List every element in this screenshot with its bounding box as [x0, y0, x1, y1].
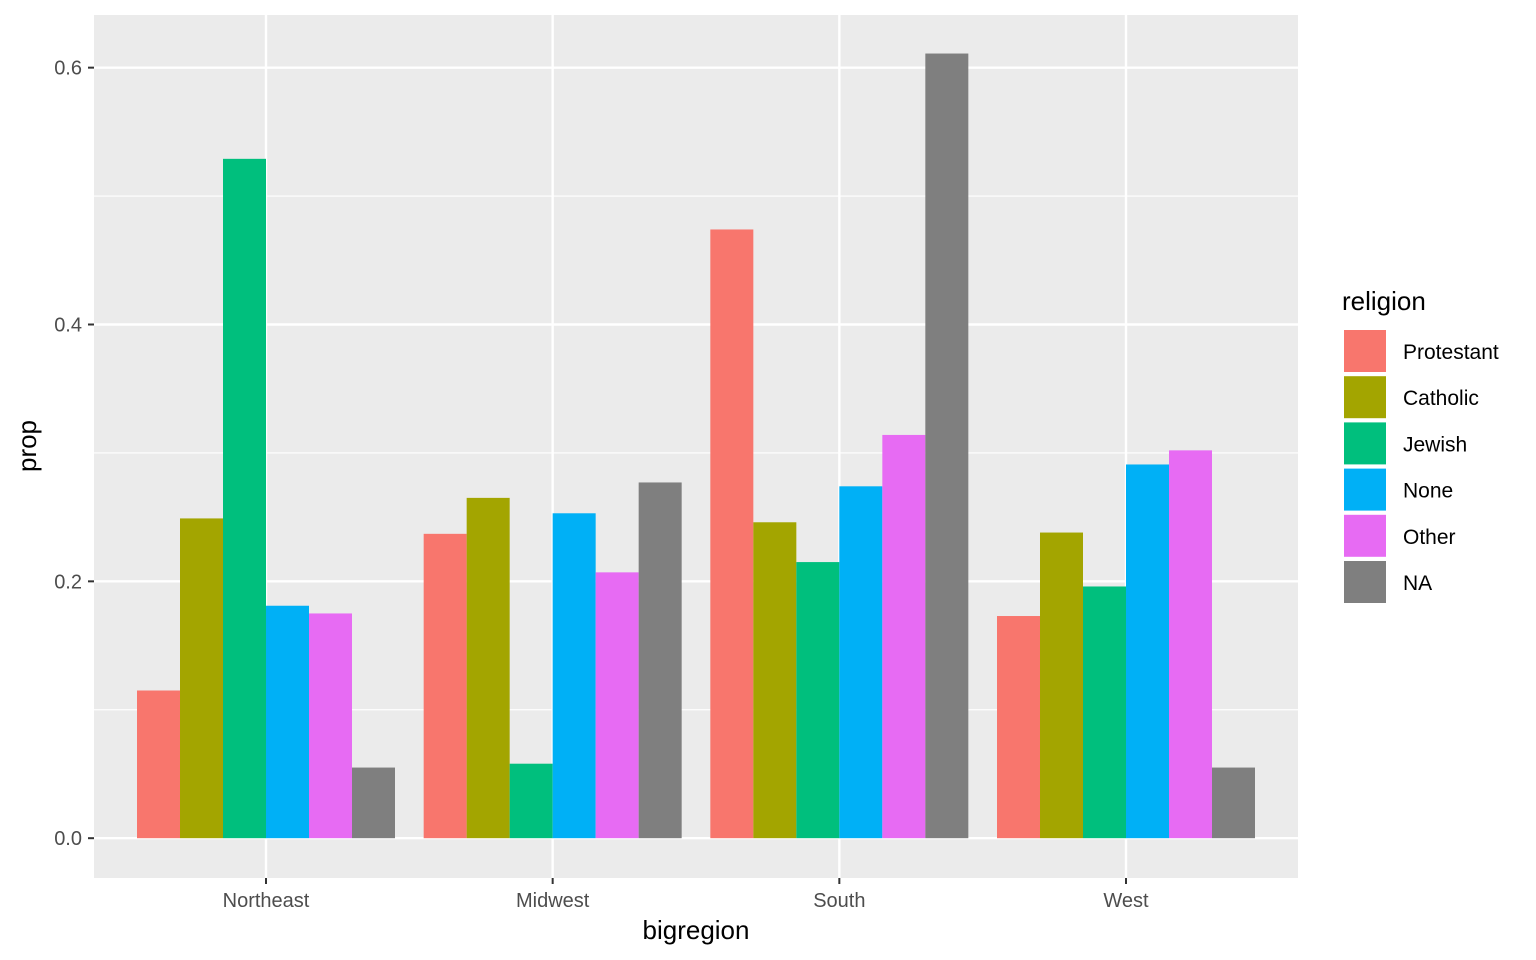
bar-jewish-south: [796, 562, 840, 839]
bar-other-northeast: [309, 613, 352, 839]
legend-key-jewish: [1344, 422, 1386, 465]
legend-key-other: [1344, 514, 1386, 557]
y-axis-title: prop: [12, 420, 42, 472]
bar-catholic-northeast: [180, 518, 223, 839]
bar-catholic-midwest: [466, 497, 510, 839]
bar-catholic-west: [1040, 532, 1083, 839]
y-tick-label: 0.2: [54, 571, 82, 593]
bar-catholic-south: [753, 522, 797, 839]
bar-na-west: [1212, 767, 1255, 839]
bar-protestant-west: [997, 616, 1040, 839]
bar-jewish-west: [1083, 586, 1126, 839]
legend-label: Other: [1403, 526, 1456, 549]
bars: [137, 53, 1255, 839]
bar-other-midwest: [595, 572, 639, 839]
legend-label: Catholic: [1403, 387, 1479, 410]
legend-label: None: [1403, 480, 1453, 503]
legend-key-none: [1344, 468, 1386, 511]
y-tick-label: 0.6: [54, 58, 82, 80]
bar-none-northeast: [266, 605, 309, 839]
legend-label: Jewish: [1403, 433, 1467, 456]
bar-na-northeast: [352, 767, 395, 839]
bar-none-west: [1126, 464, 1169, 839]
legend-key-na: [1344, 561, 1386, 603]
bar-other-south: [882, 434, 926, 839]
x-axis: Northeast Midwest South West: [223, 878, 1149, 912]
bar-jewish-midwest: [509, 763, 553, 839]
bar-na-south: [925, 53, 969, 839]
y-axis: 0.0 0.2 0.4 0.6: [54, 58, 94, 850]
bar-jewish-northeast: [223, 158, 266, 839]
bar-protestant-midwest: [423, 533, 467, 839]
x-tick-label: Midwest: [516, 890, 590, 912]
legend: religion Protestant Catholic Jewish None Oth…: [1342, 286, 1499, 603]
x-tick-label: Northeast: [223, 890, 310, 912]
y-tick-label: 0.0: [54, 828, 82, 850]
x-tick-label: West: [1103, 890, 1149, 912]
legend-title: religion: [1342, 286, 1426, 316]
bar-other-west: [1169, 450, 1212, 839]
bar-na-midwest: [638, 482, 682, 839]
legend-key-protestant: [1344, 330, 1386, 372]
y-tick-label: 0.4: [54, 314, 82, 336]
x-tick-label: South: [813, 890, 865, 912]
legend-key-catholic: [1344, 376, 1386, 419]
x-axis-title: bigregion: [643, 915, 750, 945]
bar-protestant-northeast: [137, 690, 180, 839]
legend-label: NA: [1403, 572, 1432, 595]
bar-none-midwest: [552, 513, 596, 839]
bar-none-south: [839, 486, 883, 839]
bar-protestant-south: [710, 229, 754, 839]
legend-label: Protestant: [1403, 341, 1499, 364]
